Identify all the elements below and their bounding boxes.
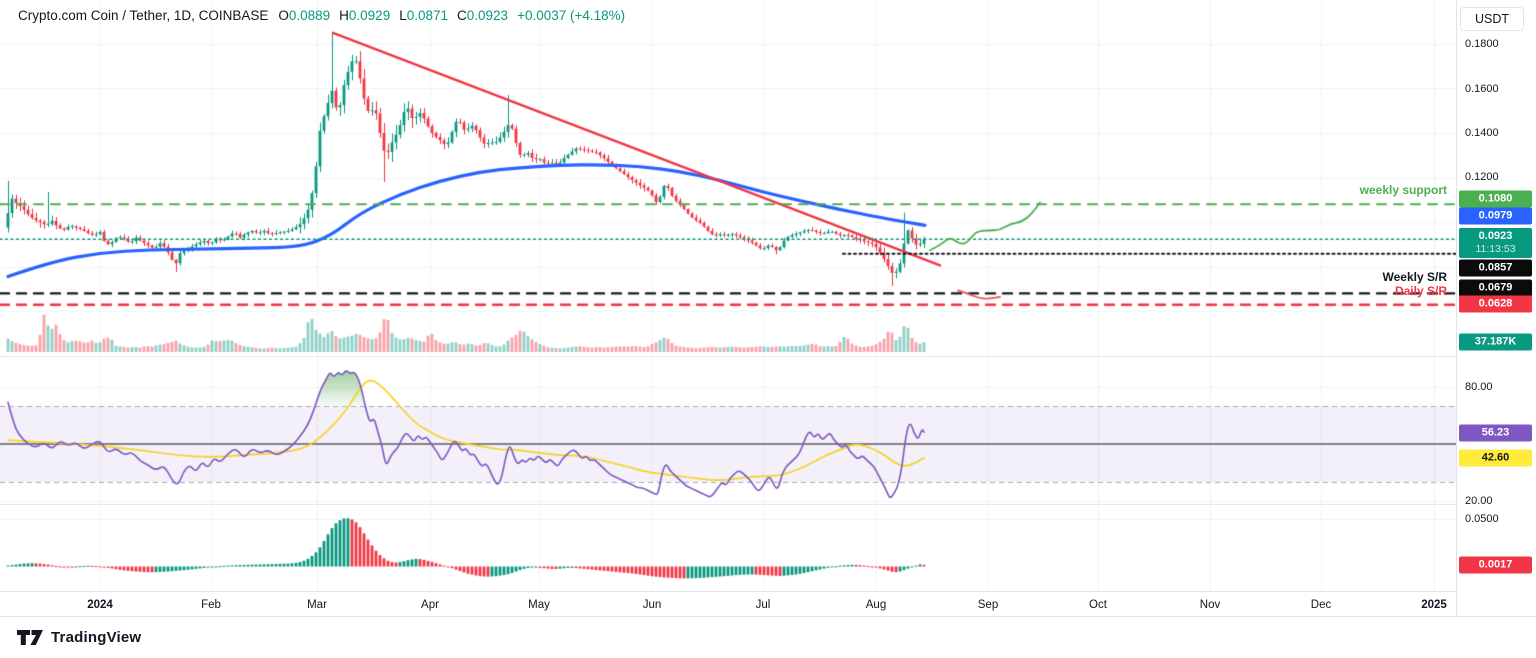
time-axis-label-may: May <box>528 598 550 611</box>
time-axis-label-feb: Feb <box>201 598 221 611</box>
time-axis-label-jul: Jul <box>755 598 771 611</box>
price-axis-tick: 0.0500 <box>1465 513 1499 525</box>
low-value: 0.0871 <box>406 8 449 23</box>
price-axis-tick: 0.1200 <box>1465 171 1499 183</box>
change-value: +0.0037 (+4.18%) <box>517 8 626 23</box>
symbol-header: Crypto.com Coin / Tether, 1D, COINBASE O0… <box>18 8 625 23</box>
pane-separator-rsi-hist[interactable] <box>0 504 1456 505</box>
last-price-tag: 0.0923 11:13:53 <box>1459 228 1532 258</box>
time-axis-label-2024: 2024 <box>87 598 113 611</box>
time-axis[interactable]: 2024 Feb Mar Apr May Jun Jul Aug Sep Oct Nov Dec 202… <box>0 591 1456 617</box>
time-axis-label-2025: 2025 <box>1421 598 1447 611</box>
ma-price-tag: 0.0979 <box>1459 207 1532 225</box>
close-label: C <box>457 8 467 23</box>
daily-sr-label: Daily S/R <box>1394 284 1447 298</box>
time-axis-label-apr: Apr <box>421 598 439 611</box>
open-value: 0.0889 <box>288 8 331 23</box>
price-axis-tick: 20.00 <box>1465 495 1493 507</box>
time-axis-label-aug: Aug <box>865 598 887 611</box>
price-axis-tick: 0.1800 <box>1465 38 1499 50</box>
low-label: L <box>399 8 407 23</box>
time-axis-label-sep: Sep <box>977 598 999 611</box>
high-label: H <box>339 8 349 23</box>
weekly-sr-label: Weekly S/R <box>1382 270 1447 284</box>
rsi-ma-tag: 42.60 <box>1459 449 1532 467</box>
pane-separator-volume-rsi[interactable] <box>0 356 1456 357</box>
currency-button[interactable]: USDT <box>1460 7 1524 31</box>
price-axis-tick: 0.1600 <box>1465 83 1499 95</box>
price-axis-tick: 80.00 <box>1465 381 1493 393</box>
tradingview-logo-text: TradingView <box>51 629 142 646</box>
volume-tag: 37.187K <box>1459 333 1532 351</box>
widget-bottom-border <box>0 616 1536 617</box>
chart-canvas[interactable] <box>0 0 1456 591</box>
time-axis-label-dec: Dec <box>1310 598 1332 611</box>
tradingview-logo-icon <box>17 630 43 645</box>
price-axis-tick: 0.1400 <box>1465 127 1499 139</box>
weekly-support-price-tag: 0.1080 <box>1459 190 1532 208</box>
time-axis-label-mar: Mar <box>307 598 327 611</box>
time-axis-label-nov: Nov <box>1199 598 1221 611</box>
high-value: 0.0929 <box>348 8 391 23</box>
symbol-title: Crypto.com Coin / Tether, 1D, COINBASE <box>18 8 269 23</box>
price-axis[interactable]: USDT 0.18000.16000.14000.120080.0060.004… <box>1456 0 1536 616</box>
hist-tag: 0.0017 <box>1459 556 1532 574</box>
level-0857-tag: 0.0857 <box>1459 259 1532 277</box>
tradingview-attribution[interactable]: TradingView <box>17 629 141 646</box>
daily-sr-tag: 0.0628 <box>1459 295 1532 313</box>
weekly-sr-tag: 0.0679 <box>1459 279 1532 297</box>
rsi-tag: 56.23 <box>1459 424 1532 442</box>
time-axis-label-jun: Jun <box>642 598 662 611</box>
open-label: O <box>278 8 289 23</box>
time-axis-label-oct: Oct <box>1089 598 1107 611</box>
weekly-support-label: weekly support <box>1359 183 1447 197</box>
close-value: 0.0923 <box>466 8 509 23</box>
